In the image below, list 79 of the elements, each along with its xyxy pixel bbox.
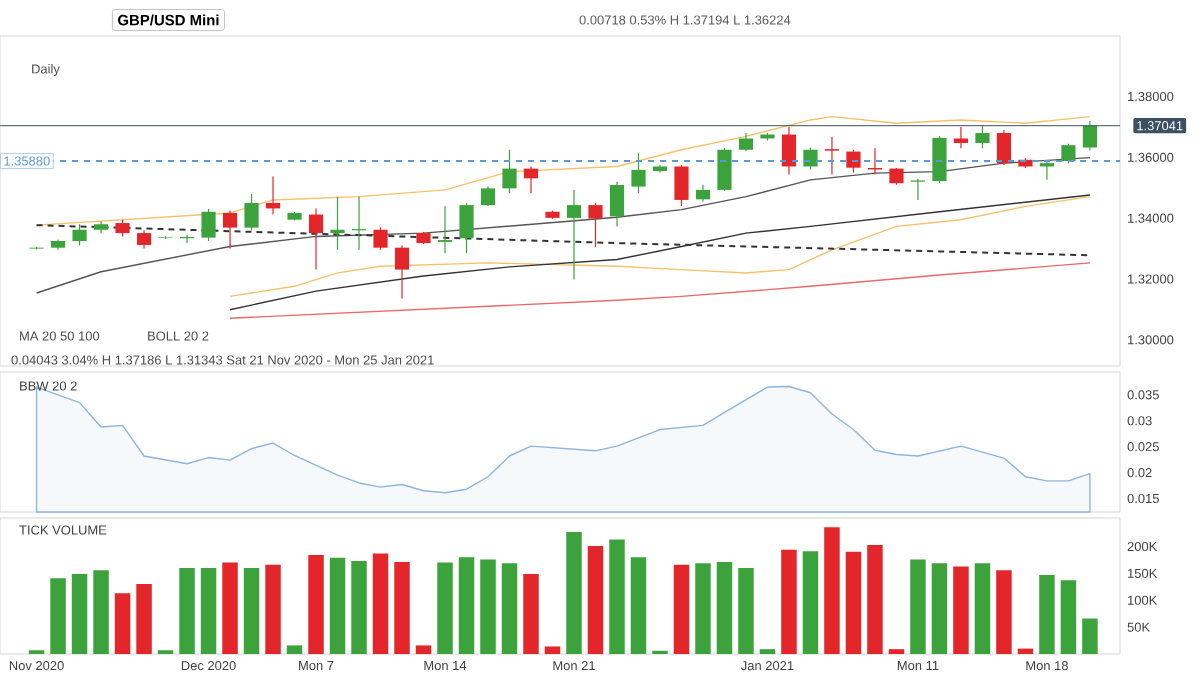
candlestick bbox=[437, 205, 453, 254]
bar bbox=[609, 539, 625, 654]
candlestick bbox=[566, 189, 582, 281]
bar bbox=[996, 570, 1012, 654]
bar bbox=[50, 578, 66, 654]
candlestick bbox=[738, 132, 754, 152]
candlestick bbox=[588, 202, 603, 248]
candlestick bbox=[609, 181, 625, 227]
candlestick bbox=[308, 207, 324, 271]
bar bbox=[716, 562, 733, 654]
bar bbox=[802, 551, 819, 654]
candlestick bbox=[136, 229, 152, 250]
candlestick bbox=[1061, 143, 1076, 165]
bar bbox=[458, 557, 475, 654]
bar bbox=[974, 563, 991, 654]
bar bbox=[630, 557, 647, 654]
candlestick bbox=[631, 152, 646, 194]
candlestick bbox=[953, 126, 969, 149]
bar bbox=[437, 562, 453, 654]
bar bbox=[544, 646, 561, 654]
bar bbox=[566, 531, 582, 654]
bar bbox=[695, 563, 711, 654]
candlestick bbox=[373, 226, 388, 251]
candlestick bbox=[244, 193, 259, 231]
bar bbox=[394, 562, 410, 654]
candlestick bbox=[330, 195, 345, 251]
candlestick bbox=[824, 136, 840, 175]
bar bbox=[114, 593, 131, 654]
candlestick bbox=[222, 209, 238, 250]
bar bbox=[845, 551, 862, 654]
candlestick bbox=[932, 135, 947, 184]
line-series bbox=[229, 262, 1091, 319]
candlestick bbox=[975, 124, 990, 149]
candlestick bbox=[480, 185, 496, 207]
bar bbox=[480, 559, 496, 654]
bar bbox=[587, 545, 604, 654]
bar bbox=[179, 567, 195, 654]
bar bbox=[415, 645, 432, 654]
bar bbox=[1060, 580, 1077, 654]
bar bbox=[372, 553, 389, 654]
bar bbox=[286, 645, 303, 654]
candlestick bbox=[781, 126, 797, 175]
candlestick bbox=[996, 129, 1012, 166]
candlestick bbox=[201, 208, 216, 242]
candlestick bbox=[717, 147, 732, 192]
candlestick bbox=[265, 175, 281, 216]
bar bbox=[200, 567, 217, 654]
bar bbox=[243, 567, 260, 654]
bar bbox=[910, 559, 926, 654]
bar bbox=[71, 573, 88, 654]
bar bbox=[738, 567, 754, 654]
bar bbox=[1039, 574, 1055, 654]
bar bbox=[329, 557, 346, 654]
candlestick bbox=[459, 202, 474, 254]
candlestick bbox=[394, 244, 410, 300]
bar bbox=[931, 563, 948, 654]
bar bbox=[265, 564, 281, 654]
bar bbox=[867, 544, 883, 654]
candlestick bbox=[72, 223, 87, 247]
bar bbox=[93, 570, 109, 654]
candlestick bbox=[803, 147, 818, 171]
bar bbox=[136, 584, 152, 654]
candlestick bbox=[910, 178, 926, 201]
candlestick bbox=[674, 164, 689, 207]
candlestick bbox=[502, 149, 517, 194]
bar bbox=[1017, 648, 1034, 654]
bar bbox=[1082, 618, 1098, 654]
bar bbox=[673, 564, 690, 654]
bar bbox=[953, 566, 969, 654]
bar bbox=[781, 549, 797, 654]
bar bbox=[351, 561, 367, 654]
candlestick bbox=[867, 147, 883, 175]
bar bbox=[523, 573, 539, 654]
candlestick bbox=[1082, 120, 1098, 152]
bar bbox=[222, 562, 238, 654]
bar bbox=[824, 527, 840, 654]
bar bbox=[501, 563, 518, 654]
candlestick bbox=[523, 165, 539, 194]
bar bbox=[308, 555, 324, 654]
